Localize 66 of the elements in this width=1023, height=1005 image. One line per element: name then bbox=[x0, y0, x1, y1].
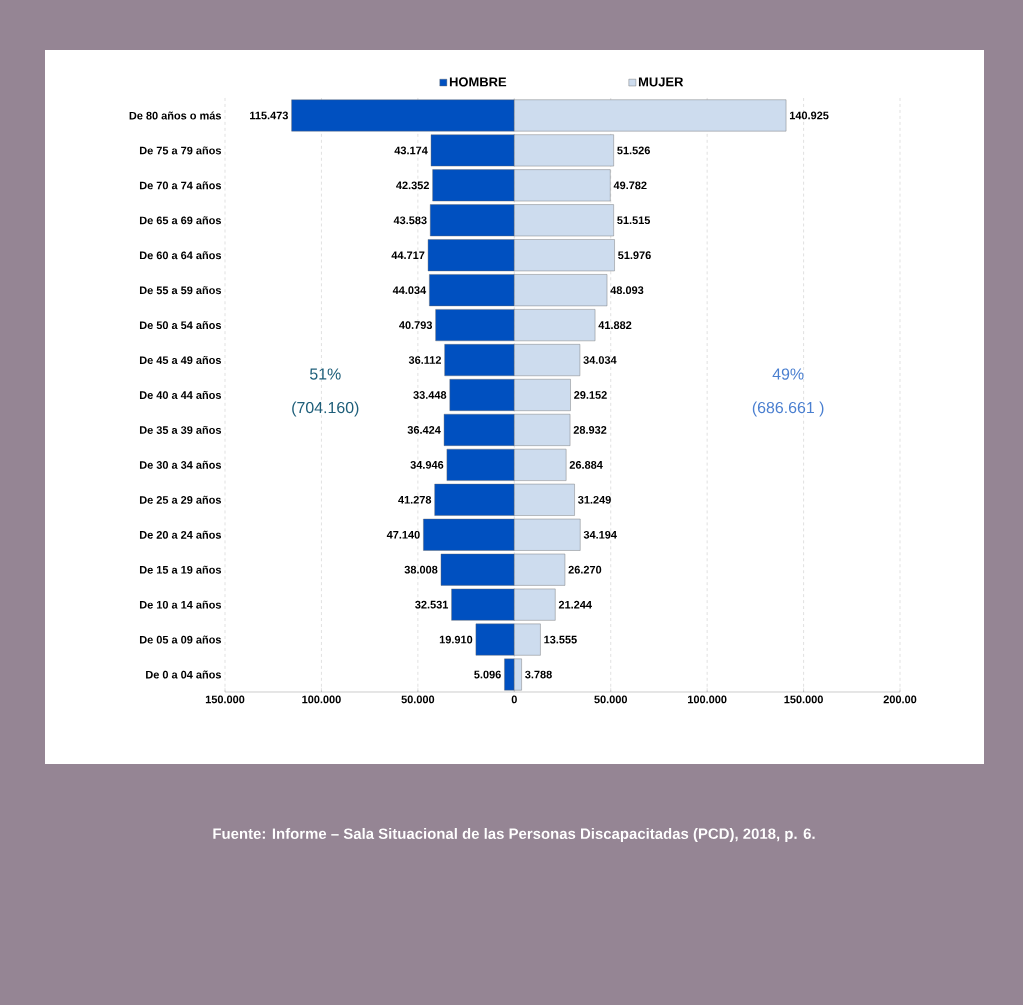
x-tick-label: 50.000 bbox=[594, 695, 628, 704]
x-tick-label: 150.000 bbox=[205, 695, 245, 704]
y-tick-label: De 40 a 44 años bbox=[139, 390, 222, 399]
data-label: 115.473 bbox=[250, 111, 288, 120]
data-label: 43.583 bbox=[393, 216, 427, 225]
y-tick-label: De 50 a 54 años bbox=[139, 321, 222, 330]
data-label: 44.034 bbox=[392, 286, 427, 295]
data-label: 29.152 bbox=[574, 391, 607, 399]
source-note: Fuente: Informe – Sala Situacional de las Personas Discapacitadas (PCD), 2018, p. 6. bbox=[213, 828, 815, 842]
y-tick-label: De 65 a 69 años bbox=[139, 216, 222, 225]
y-tick-label: De 75 a 79 años bbox=[139, 146, 222, 155]
data-label: 36.424 bbox=[407, 426, 441, 434]
legend-label: MUJER bbox=[638, 77, 684, 87]
y-tick-label: De 80 años o más bbox=[129, 111, 222, 120]
data-label: 19.910 bbox=[439, 635, 473, 644]
data-label: 51.526 bbox=[617, 146, 650, 155]
data-label: 26.884 bbox=[569, 461, 603, 469]
data-label: 13.555 bbox=[544, 635, 577, 644]
data-label: 21.244 bbox=[558, 600, 592, 609]
data-label: 48.093 bbox=[610, 286, 644, 295]
y-tick-label: De 45 a 49 años bbox=[139, 356, 222, 365]
x-tick-label: 150.000 bbox=[784, 695, 823, 704]
data-label: 43.174 bbox=[394, 146, 428, 155]
data-label: 32.531 bbox=[415, 600, 449, 609]
data-label: 51.976 bbox=[618, 251, 651, 260]
data-label: 51.515 bbox=[617, 216, 651, 225]
y-tick-label: De 0 a 04 años bbox=[146, 670, 222, 679]
y-tick-label: De 25 a 29 años bbox=[139, 495, 222, 504]
y-tick-label: De 10 a 14 años bbox=[139, 600, 222, 609]
data-label: 42.352 bbox=[396, 181, 429, 190]
annotation: (686.661 ) bbox=[752, 401, 824, 417]
data-label: 40.793 bbox=[399, 321, 433, 329]
y-tick-label: De 20 a 24 años bbox=[139, 530, 222, 539]
data-label: 34.946 bbox=[410, 460, 444, 469]
y-tick-label: De 35 a 39 años bbox=[139, 425, 222, 434]
x-tick-label: 100.000 bbox=[302, 695, 341, 704]
x-tick-label: 100.000 bbox=[688, 695, 727, 704]
y-tick-label: De 05 a 09 años bbox=[139, 635, 222, 644]
y-tick-label: De 60 a 64 años bbox=[139, 251, 222, 260]
data-label: 41.882 bbox=[598, 321, 632, 329]
y-tick-label: De 70 a 74 años bbox=[139, 181, 222, 190]
annotation: 49% bbox=[772, 368, 804, 380]
data-label: 31.249 bbox=[578, 495, 611, 504]
data-label: 5.096 bbox=[474, 670, 501, 679]
x-tick-label: 0 bbox=[511, 695, 517, 704]
data-label: 3.788 bbox=[525, 670, 552, 679]
x-tick-label: 200.00 bbox=[883, 695, 917, 704]
y-tick-label: De 55 a 59 años bbox=[139, 286, 222, 295]
data-label: 47.140 bbox=[386, 530, 420, 539]
data-label: 28.932 bbox=[573, 426, 607, 434]
data-label: 36.112 bbox=[408, 356, 442, 364]
data-label: 41.278 bbox=[398, 495, 432, 504]
legend-label: HOMBRE bbox=[449, 77, 507, 87]
x-tick-label: 50.000 bbox=[401, 695, 435, 704]
annotation: 51% bbox=[309, 368, 341, 380]
data-label: 38.008 bbox=[404, 565, 438, 574]
data-label: 140.925 bbox=[789, 111, 829, 120]
y-tick-label: De 30 a 34 años bbox=[139, 460, 222, 469]
data-label: 26.270 bbox=[568, 565, 602, 574]
data-label: 49.782 bbox=[613, 181, 647, 190]
y-tick-label: De 15 a 19 años bbox=[139, 565, 222, 574]
data-label: 33.448 bbox=[413, 391, 447, 399]
data-label: 34.194 bbox=[583, 530, 617, 539]
data-label: 44.717 bbox=[391, 251, 425, 259]
data-label: 34.034 bbox=[583, 356, 617, 364]
annotation: (704.160) bbox=[292, 401, 359, 417]
